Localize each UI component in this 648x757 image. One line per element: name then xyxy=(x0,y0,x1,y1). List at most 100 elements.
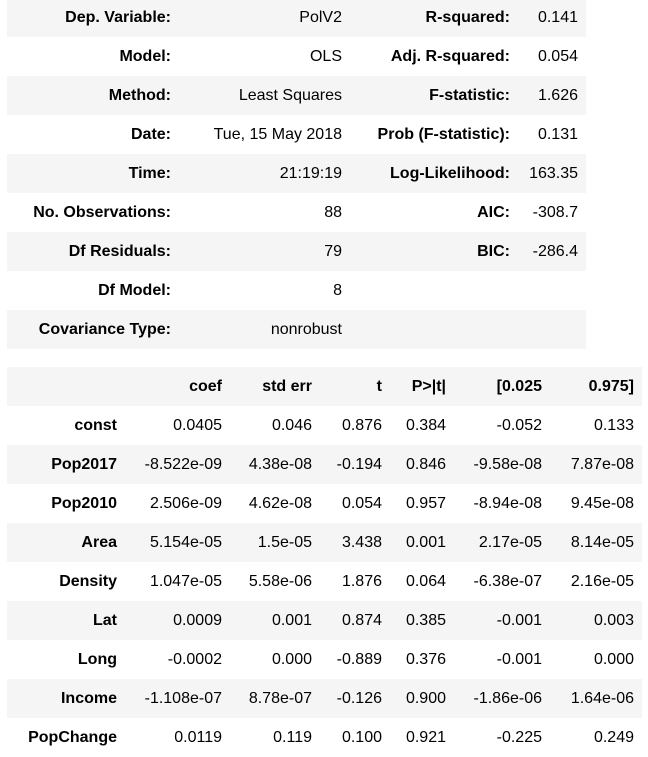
variable-name: Pop2017 xyxy=(51,456,117,473)
ci-lower-value: -8.94e-08 xyxy=(473,495,543,512)
column-header-p-value: P>|t| xyxy=(411,378,446,395)
summary-row: No. Observations: 88 AIC: -308.7 xyxy=(7,193,586,232)
summary-value xyxy=(518,310,586,349)
std-err-value: 5.58e-06 xyxy=(248,573,312,590)
column-header-std-err: std err xyxy=(262,378,312,395)
coef-header-row: coef std err t P>|t| [0.025 0.975] xyxy=(7,367,642,406)
summary-label: No. Observations: xyxy=(33,204,171,221)
std-err-value: 0.000 xyxy=(271,651,312,668)
regression-summary-table: Dep. Variable: PolV2 R-squared: 0.141 Mo… xyxy=(7,0,586,349)
summary-value: 79 xyxy=(324,243,342,260)
summary-value xyxy=(518,271,586,310)
variable-name: Area xyxy=(81,534,117,551)
table-row: Pop2010 2.506e-09 4.62e-08 0.054 0.957 -… xyxy=(7,484,642,523)
ci-lower-value: -0.001 xyxy=(496,651,542,668)
std-err-value: 4.38e-08 xyxy=(248,456,312,473)
t-value: 0.054 xyxy=(341,495,382,512)
summary-label: Date: xyxy=(130,126,171,143)
t-value: -0.889 xyxy=(336,651,382,668)
p-value: 0.385 xyxy=(405,612,446,629)
summary-row: Dep. Variable: PolV2 R-squared: 0.141 xyxy=(7,0,586,37)
ci-lower-value: -0.001 xyxy=(496,612,542,629)
variable-name: Income xyxy=(60,690,117,707)
t-value: 3.438 xyxy=(341,534,382,551)
p-value: 0.846 xyxy=(405,456,446,473)
summary-label: Model: xyxy=(119,48,171,65)
coef-value: -0.0002 xyxy=(167,651,222,668)
ci-upper-value: 0.003 xyxy=(593,612,634,629)
summary-value: Least Squares xyxy=(238,87,342,104)
ci-upper-value: 7.87e-08 xyxy=(570,456,634,473)
summary-value: PolV2 xyxy=(299,9,342,26)
summary-label: Adj. R-squared: xyxy=(390,48,510,65)
summary-row: Df Model: 8 xyxy=(7,271,586,310)
p-value: 0.001 xyxy=(405,534,446,551)
coef-value: 0.0119 xyxy=(174,729,222,746)
summary-label: F-statistic: xyxy=(429,87,510,104)
coef-value: 2.506e-09 xyxy=(149,495,222,512)
summary-row: Method: Least Squares F-statistic: 1.626 xyxy=(7,76,586,115)
summary-value: Tue, 15 May 2018 xyxy=(213,126,342,143)
summary-label xyxy=(350,271,518,310)
p-value: 0.957 xyxy=(405,495,446,512)
summary-label: Dep. Variable: xyxy=(65,9,171,26)
summary-label: BIC: xyxy=(477,243,510,260)
ci-upper-value: 8.14e-05 xyxy=(570,534,634,551)
ci-lower-value: -0.225 xyxy=(496,729,542,746)
summary-label: R-squared: xyxy=(425,9,510,26)
ci-lower-value: -9.58e-08 xyxy=(473,456,543,473)
coef-value: -8.522e-09 xyxy=(144,456,222,473)
table-row: const 0.0405 0.046 0.876 0.384 -0.052 0.… xyxy=(7,406,642,445)
ci-upper-value: 0.249 xyxy=(593,729,634,746)
summary-label: Log-Likelihood: xyxy=(390,165,510,182)
summary-value: 21:19:19 xyxy=(279,165,342,182)
summary-value: 0.141 xyxy=(537,9,578,26)
table-row: Density 1.047e-05 5.58e-06 1.876 0.064 -… xyxy=(7,562,642,601)
summary-value: 1.626 xyxy=(537,87,578,104)
summary-value: 8 xyxy=(333,282,342,299)
t-value: 0.100 xyxy=(341,729,382,746)
summary-value: OLS xyxy=(309,48,342,65)
coef-value: 0.0405 xyxy=(173,417,222,434)
summary-value: nonrobust xyxy=(270,321,342,338)
std-err-value: 4.62e-08 xyxy=(248,495,312,512)
coef-value: 0.0009 xyxy=(173,612,222,629)
summary-row: Covariance Type: nonrobust xyxy=(7,310,586,349)
t-value: 0.874 xyxy=(341,612,382,629)
summary-label: Method: xyxy=(108,87,171,104)
summary-value: 0.131 xyxy=(537,126,578,143)
ci-upper-value: 9.45e-08 xyxy=(570,495,634,512)
table-row: Pop2017 -8.522e-09 4.38e-08 -0.194 0.846… xyxy=(7,445,642,484)
p-value: 0.900 xyxy=(405,690,446,707)
table-row: Area 5.154e-05 1.5e-05 3.438 0.001 2.17e… xyxy=(7,523,642,562)
ci-upper-value: 1.64e-06 xyxy=(570,690,634,707)
summary-label: Covariance Type: xyxy=(38,321,171,338)
variable-name: Pop2010 xyxy=(51,495,117,512)
ci-upper-value: 2.16e-05 xyxy=(570,573,634,590)
p-value: 0.376 xyxy=(405,651,446,668)
summary-row: Df Residuals: 79 BIC: -286.4 xyxy=(7,232,586,271)
column-header-coef: coef xyxy=(189,378,222,395)
p-value: 0.921 xyxy=(405,729,446,746)
ci-upper-value: 0.000 xyxy=(593,651,634,668)
summary-label xyxy=(350,310,518,349)
coef-value: 5.154e-05 xyxy=(149,534,222,551)
t-value: 1.876 xyxy=(341,573,382,590)
summary-row: Model: OLS Adj. R-squared: 0.054 xyxy=(7,37,586,76)
summary-row: Time: 21:19:19 Log-Likelihood: 163.35 xyxy=(7,154,586,193)
variable-name: Long xyxy=(77,651,117,668)
ci-upper-value: 0.133 xyxy=(593,417,634,434)
std-err-value: 0.119 xyxy=(273,729,312,746)
t-value: 0.876 xyxy=(341,417,382,434)
ci-lower-value: 2.17e-05 xyxy=(478,534,542,551)
variable-name: Lat xyxy=(93,612,117,629)
table-row: Long -0.0002 0.000 -0.889 0.376 -0.001 0… xyxy=(7,640,642,679)
coefficients-table: coef std err t P>|t| [0.025 0.975] const… xyxy=(7,367,642,757)
std-err-value: 0.046 xyxy=(271,417,312,434)
column-header-t: t xyxy=(376,378,382,395)
table-row: Lat 0.0009 0.001 0.874 0.385 -0.001 0.00… xyxy=(7,601,642,640)
summary-label: Time: xyxy=(128,165,171,182)
summary-label: AIC: xyxy=(477,204,510,221)
variable-name: Density xyxy=(59,573,117,590)
p-value: 0.064 xyxy=(405,573,446,590)
